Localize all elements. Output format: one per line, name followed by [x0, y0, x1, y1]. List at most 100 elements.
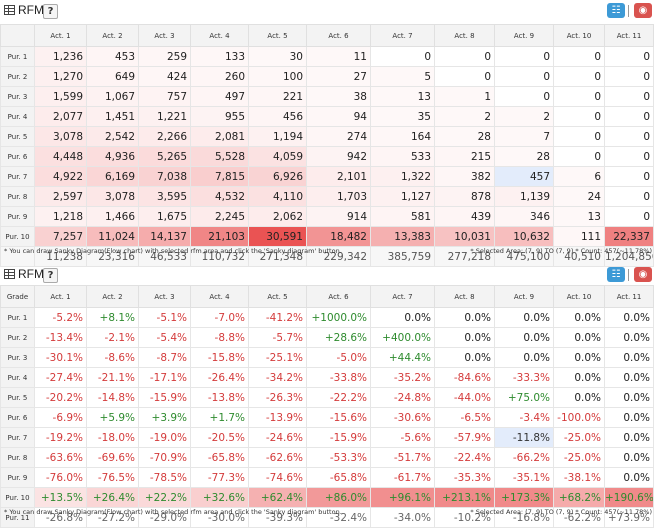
table-cell[interactable]: -34.0% [370, 507, 435, 528]
table-cell[interactable]: 110,732 [190, 246, 249, 267]
table-cell[interactable]: 6,169 [86, 166, 139, 187]
table-cell[interactable]: -35.3% [434, 467, 495, 488]
table-cell[interactable]: 0 [604, 46, 654, 67]
table-cell[interactable]: +96.1% [370, 487, 435, 508]
table-cell[interactable]: 955 [190, 106, 249, 127]
table-cell[interactable]: +5.9% [86, 407, 139, 428]
table-cell[interactable]: -6.9% [34, 407, 87, 428]
table-cell[interactable]: 3,078 [86, 186, 139, 207]
help-button[interactable]: ? [43, 4, 58, 19]
table-cell[interactable]: 94 [306, 106, 371, 127]
table-cell[interactable]: 0 [553, 146, 605, 167]
table-cell[interactable]: -5.6% [370, 427, 435, 448]
table-cell[interactable]: -6.5% [434, 407, 495, 428]
table-cell[interactable]: 23,316 [86, 246, 139, 267]
table-cell[interactable]: 2,101 [306, 166, 371, 187]
table-cell[interactable]: 0 [553, 66, 605, 87]
table-cell[interactable]: 1,599 [34, 86, 87, 107]
table-cell[interactable]: 30 [248, 46, 307, 67]
table-cell[interactable]: -26.8% [34, 507, 87, 528]
table-cell[interactable]: 0 [553, 46, 605, 67]
table-cell[interactable]: 0.0% [553, 387, 605, 408]
table-cell[interactable]: 133 [190, 46, 249, 67]
table-cell[interactable]: 649 [86, 66, 139, 87]
table-cell[interactable]: -19.2% [34, 427, 87, 448]
table-cell[interactable]: 46,533 [138, 246, 191, 267]
table-cell[interactable]: 1,675 [138, 206, 191, 227]
table-cell[interactable]: 4,448 [34, 146, 87, 167]
table-cell[interactable]: 0 [553, 106, 605, 127]
table-cell[interactable]: 28 [494, 146, 554, 167]
table-cell[interactable]: 0.0% [604, 467, 654, 488]
table-cell[interactable]: 2 [434, 106, 495, 127]
view-eye-icon[interactable]: ◉ [634, 267, 652, 282]
table-cell[interactable]: 164 [370, 126, 435, 147]
table-cell[interactable]: -24.8% [370, 387, 435, 408]
table-cell[interactable]: 0 [604, 206, 654, 227]
table-cell[interactable]: -5.1% [138, 307, 191, 328]
table-cell[interactable]: 0 [434, 66, 495, 87]
table-cell[interactable]: 7 [494, 126, 554, 147]
table-cell[interactable]: -5.0% [306, 347, 371, 368]
table-cell[interactable]: -33.3% [494, 367, 554, 388]
table-cell[interactable]: 14,137 [138, 226, 191, 247]
table-cell[interactable]: +68.2% [553, 487, 605, 508]
table-cell[interactable]: +13.5% [34, 487, 87, 508]
table-cell[interactable]: -44.0% [434, 387, 495, 408]
table-cell[interactable]: 878 [434, 186, 495, 207]
table-cell[interactable]: 0 [494, 66, 554, 87]
table-cell[interactable]: 1,466 [86, 206, 139, 227]
help-button[interactable]: ? [43, 268, 58, 283]
table-cell[interactable]: -2.1% [86, 327, 139, 348]
table-cell[interactable]: -35.1% [494, 467, 554, 488]
table-cell[interactable]: 0.0% [494, 347, 554, 368]
table-cell[interactable]: +8.1% [86, 307, 139, 328]
table-cell[interactable]: 7,038 [138, 166, 191, 187]
table-cell[interactable]: 0 [604, 66, 654, 87]
table-cell[interactable]: 0 [604, 86, 654, 107]
table-cell[interactable]: 1,139 [494, 186, 554, 207]
table-cell[interactable]: +86.0% [306, 487, 371, 508]
table-cell[interactable]: 271,348 [248, 246, 307, 267]
table-cell[interactable]: 277,218 [434, 246, 495, 267]
table-cell[interactable]: 5,528 [190, 146, 249, 167]
sanky-diagram-button[interactable]: ☷ [607, 267, 625, 282]
table-cell[interactable]: 1,322 [370, 166, 435, 187]
table-cell[interactable]: +62.4% [248, 487, 307, 508]
table-cell[interactable]: 2,062 [248, 206, 307, 227]
table-cell[interactable]: 5,265 [138, 146, 191, 167]
table-cell[interactable]: -8.7% [138, 347, 191, 368]
table-cell[interactable]: 13 [553, 206, 605, 227]
table-cell[interactable]: -65.8% [190, 447, 249, 468]
table-cell[interactable]: 111 [553, 226, 605, 247]
table-cell[interactable]: 457 [494, 166, 554, 187]
table-cell[interactable]: +26.4% [86, 487, 139, 508]
table-cell[interactable]: -15.9% [138, 387, 191, 408]
table-cell[interactable]: 0.0% [370, 307, 435, 328]
table-cell[interactable]: +400.0% [370, 327, 435, 348]
table-cell[interactable]: -78.5% [138, 467, 191, 488]
table-cell[interactable]: 456 [248, 106, 307, 127]
table-cell[interactable]: 0 [553, 126, 605, 147]
table-cell[interactable]: 346 [494, 206, 554, 227]
table-cell[interactable]: -5.2% [34, 307, 87, 328]
table-cell[interactable]: 215 [434, 146, 495, 167]
table-cell[interactable]: 1,451 [86, 106, 139, 127]
table-cell[interactable]: 2,081 [190, 126, 249, 147]
table-cell[interactable]: +1.7% [190, 407, 249, 428]
table-cell[interactable]: 22,337 [604, 226, 654, 247]
table-cell[interactable]: 11 [306, 46, 371, 67]
table-cell[interactable]: 3,595 [138, 186, 191, 207]
table-cell[interactable]: 18,482 [306, 226, 371, 247]
table-cell[interactable]: 0 [604, 146, 654, 167]
table-cell[interactable]: 0.0% [494, 307, 554, 328]
table-cell[interactable]: 581 [370, 206, 435, 227]
table-cell[interactable]: 2,597 [34, 186, 87, 207]
table-cell[interactable]: 1,067 [86, 86, 139, 107]
view-eye-icon[interactable]: ◉ [634, 3, 652, 18]
table-cell[interactable]: 229,342 [306, 246, 371, 267]
table-cell[interactable]: 1,204,856 [604, 246, 654, 267]
table-cell[interactable]: -30.1% [34, 347, 87, 368]
table-cell[interactable]: +28.6% [306, 327, 371, 348]
table-cell[interactable]: 221 [248, 86, 307, 107]
